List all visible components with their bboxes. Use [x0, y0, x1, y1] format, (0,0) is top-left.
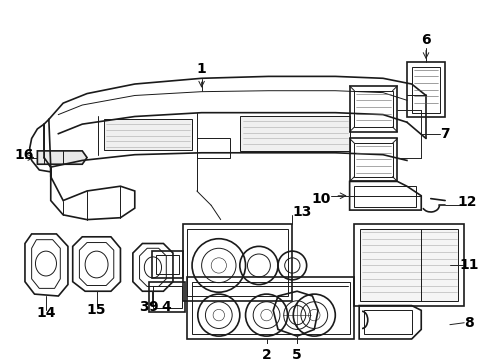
Text: 15: 15: [87, 303, 106, 317]
Bar: [152, 251, 182, 278]
Text: 8: 8: [464, 316, 474, 330]
Bar: [182, 224, 293, 301]
Text: 9: 9: [148, 301, 158, 315]
Bar: [104, 120, 192, 150]
Bar: [354, 186, 416, 207]
Bar: [197, 139, 230, 158]
Text: 2: 2: [262, 348, 271, 360]
Bar: [192, 282, 350, 334]
Text: 1: 1: [197, 62, 206, 76]
Text: 16: 16: [14, 148, 34, 162]
Text: 5: 5: [292, 348, 302, 360]
Text: 4: 4: [161, 301, 171, 315]
Bar: [153, 285, 182, 309]
Text: 12: 12: [457, 195, 477, 210]
Bar: [240, 117, 350, 151]
Text: 13: 13: [292, 205, 312, 219]
Bar: [149, 282, 185, 312]
Text: 7: 7: [441, 127, 450, 141]
Bar: [156, 255, 179, 274]
Text: 6: 6: [421, 33, 431, 47]
Bar: [354, 224, 464, 306]
Bar: [187, 277, 354, 339]
Bar: [364, 310, 412, 334]
Polygon shape: [37, 151, 87, 164]
Bar: [407, 62, 445, 117]
Bar: [360, 229, 459, 301]
Text: 10: 10: [311, 192, 331, 206]
Text: 14: 14: [36, 306, 56, 320]
Text: 3: 3: [140, 301, 149, 315]
Text: 11: 11: [459, 258, 479, 273]
Bar: [412, 67, 441, 113]
Bar: [187, 229, 288, 296]
